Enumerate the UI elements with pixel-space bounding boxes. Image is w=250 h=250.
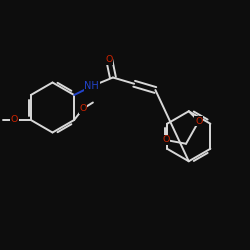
Text: NH: NH <box>84 81 99 91</box>
Text: O: O <box>162 136 170 144</box>
Text: O: O <box>79 104 86 113</box>
Text: O: O <box>106 55 113 64</box>
Text: O: O <box>195 117 202 126</box>
Text: O: O <box>11 116 18 124</box>
